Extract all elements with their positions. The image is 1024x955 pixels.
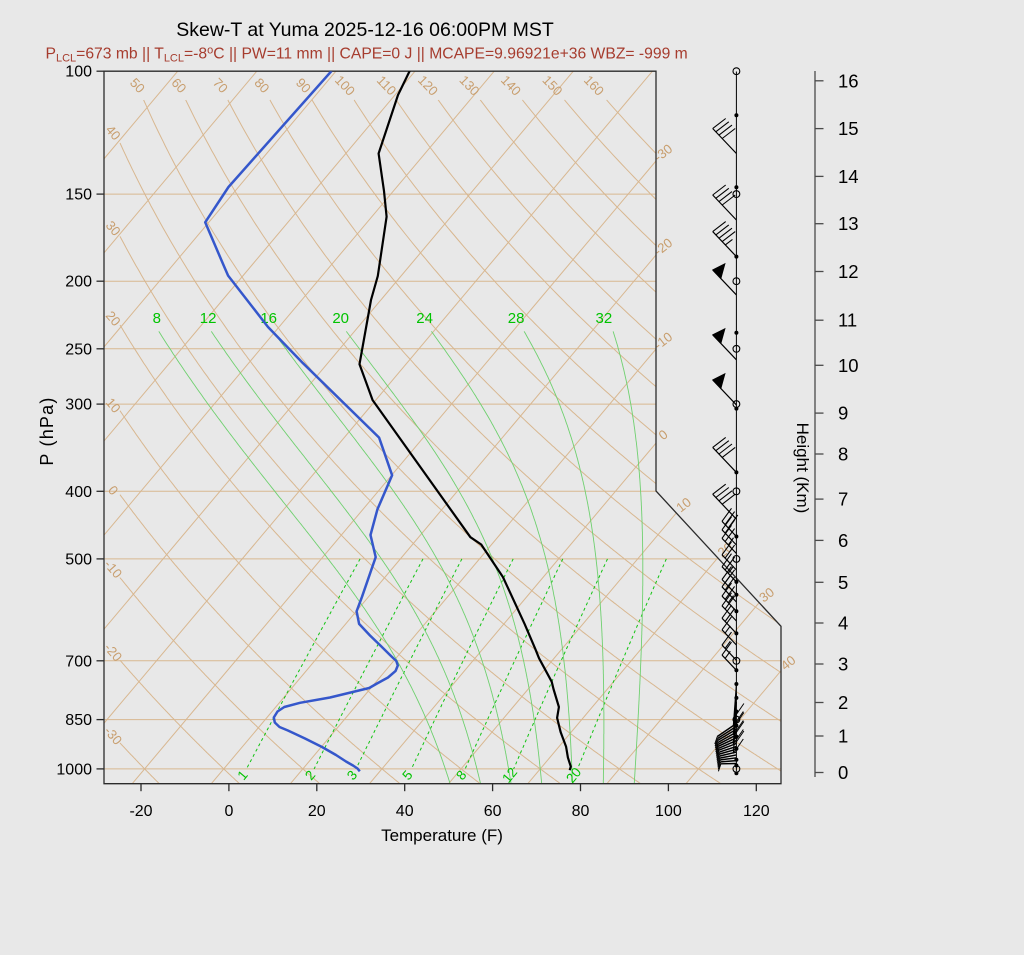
svg-text:100: 100	[655, 803, 682, 820]
svg-text:20: 20	[563, 765, 584, 786]
svg-text:12: 12	[499, 765, 520, 786]
svg-text:16: 16	[260, 310, 277, 327]
svg-text:6: 6	[838, 530, 848, 551]
svg-text:8: 8	[153, 310, 161, 327]
svg-text:-20: -20	[129, 803, 152, 820]
svg-text:60: 60	[484, 803, 502, 820]
svg-text:40: 40	[778, 652, 799, 673]
svg-text:400: 400	[65, 484, 92, 501]
svg-text:13: 13	[838, 213, 859, 234]
svg-text:500: 500	[65, 551, 92, 568]
svg-text:5: 5	[838, 572, 848, 593]
svg-text:1000: 1000	[56, 761, 92, 778]
svg-text:40: 40	[396, 803, 414, 820]
svg-text:20: 20	[332, 310, 349, 327]
svg-text:14: 14	[838, 166, 859, 187]
svg-text:150: 150	[65, 187, 92, 204]
svg-text:P (hPa): P (hPa)	[37, 396, 57, 465]
svg-text:100: 100	[65, 64, 92, 81]
svg-text:200: 200	[65, 274, 92, 291]
svg-text:700: 700	[65, 653, 92, 670]
svg-text:7: 7	[838, 489, 848, 510]
svg-text:120: 120	[743, 803, 770, 820]
svg-text:15: 15	[838, 118, 859, 139]
svg-text:10: 10	[838, 355, 859, 376]
svg-text:16: 16	[838, 70, 859, 91]
svg-text:0: 0	[838, 762, 848, 783]
svg-text:12: 12	[200, 310, 217, 327]
svg-text:9: 9	[838, 403, 848, 424]
svg-text:11: 11	[838, 310, 857, 331]
svg-text:850: 850	[65, 712, 92, 729]
svg-text:28: 28	[508, 310, 525, 327]
svg-text:10: 10	[673, 494, 694, 515]
svg-text:12: 12	[838, 261, 859, 282]
svg-text:PLCL=673 mb || TLCL=-8oC || PW: PLCL=673 mb || TLCL=-8oC || PW=11 mm || …	[46, 45, 688, 65]
svg-text:Temperature (F): Temperature (F)	[381, 826, 503, 845]
svg-text:4: 4	[838, 613, 848, 634]
svg-text:1: 1	[838, 726, 848, 747]
svg-text:8: 8	[838, 444, 848, 465]
svg-text:24: 24	[416, 310, 433, 327]
svg-text:30: 30	[756, 584, 777, 605]
svg-text:300: 300	[65, 397, 92, 414]
svg-text:3: 3	[838, 654, 848, 675]
svg-text:Skew-T at Yuma 2025-12-16 06:0: Skew-T at Yuma 2025-12-16 06:00PM MST	[176, 19, 554, 41]
svg-text:20: 20	[308, 803, 326, 820]
svg-text:250: 250	[65, 341, 92, 358]
svg-text:80: 80	[572, 803, 590, 820]
svg-text:32: 32	[596, 310, 613, 327]
svg-text:Height (Km): Height (Km)	[793, 423, 812, 514]
svg-text:2: 2	[838, 692, 848, 713]
svg-text:0: 0	[224, 803, 233, 820]
